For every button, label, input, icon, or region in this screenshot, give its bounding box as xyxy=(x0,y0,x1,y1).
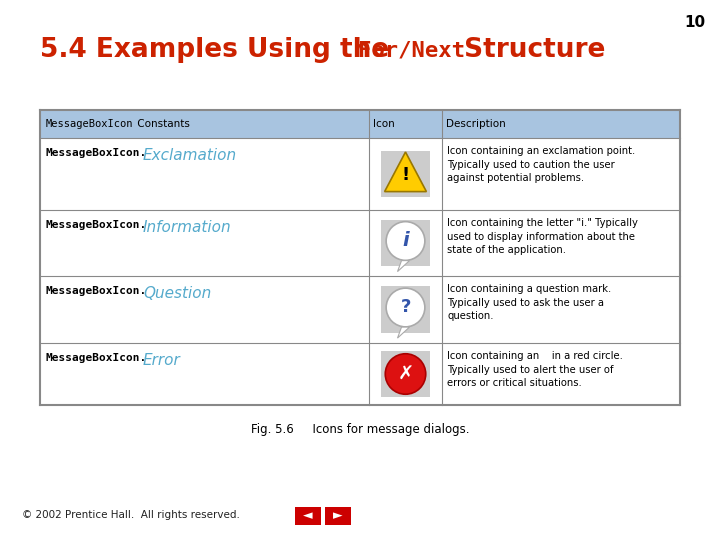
Text: MessageBoxIcon.: MessageBoxIcon. xyxy=(46,353,148,363)
Text: Icon: Icon xyxy=(373,119,395,129)
FancyBboxPatch shape xyxy=(382,220,430,266)
Text: Exclamation: Exclamation xyxy=(143,148,237,163)
Polygon shape xyxy=(397,327,410,338)
Polygon shape xyxy=(397,261,410,272)
Text: Icon containing the letter "i." Typically
used to display information about the
: Icon containing the letter "i." Typicall… xyxy=(447,218,638,255)
Text: MessageBoxIcon: MessageBoxIcon xyxy=(46,119,133,129)
Text: !: ! xyxy=(402,166,410,184)
Text: 10: 10 xyxy=(684,15,705,30)
Text: MessageBoxIcon.: MessageBoxIcon. xyxy=(46,148,148,158)
Text: Icon containing an    in a red circle.
Typically used to alert the user of
error: Icon containing an in a red circle. Typi… xyxy=(447,351,623,388)
Text: Icon containing a question mark.
Typically used to ask the user a
question.: Icon containing a question mark. Typical… xyxy=(447,284,611,321)
Text: For/Next: For/Next xyxy=(358,40,465,60)
Polygon shape xyxy=(384,152,426,192)
FancyBboxPatch shape xyxy=(325,507,351,525)
Circle shape xyxy=(386,288,425,327)
FancyBboxPatch shape xyxy=(40,110,680,405)
Circle shape xyxy=(386,221,425,260)
FancyBboxPatch shape xyxy=(382,351,430,397)
Text: Description: Description xyxy=(446,119,505,129)
Circle shape xyxy=(385,354,426,394)
Text: Structure: Structure xyxy=(455,37,606,63)
Text: ◄: ◄ xyxy=(303,510,312,523)
Text: Fig. 5.6     Icons for message dialogs.: Fig. 5.6 Icons for message dialogs. xyxy=(251,423,469,436)
Text: ?: ? xyxy=(400,298,410,315)
Text: 5.4 Examples Using the: 5.4 Examples Using the xyxy=(40,37,398,63)
FancyBboxPatch shape xyxy=(382,286,430,333)
Text: ►: ► xyxy=(333,510,343,523)
FancyBboxPatch shape xyxy=(295,507,321,525)
Text: MessageBoxIcon.: MessageBoxIcon. xyxy=(46,286,148,296)
Text: Constants: Constants xyxy=(134,119,190,129)
Text: ✗: ✗ xyxy=(397,364,414,383)
Text: Information: Information xyxy=(143,220,232,235)
FancyBboxPatch shape xyxy=(382,151,430,197)
Text: Question: Question xyxy=(143,286,211,301)
Text: Error: Error xyxy=(143,353,181,368)
FancyBboxPatch shape xyxy=(40,110,680,138)
Text: MessageBoxIcon.: MessageBoxIcon. xyxy=(46,220,148,230)
Text: © 2002 Prentice Hall.  All rights reserved.: © 2002 Prentice Hall. All rights reserve… xyxy=(22,510,240,520)
Text: Icon containing an exclamation point.
Typically used to caution the user
against: Icon containing an exclamation point. Ty… xyxy=(447,146,635,183)
Text: i: i xyxy=(402,231,409,249)
